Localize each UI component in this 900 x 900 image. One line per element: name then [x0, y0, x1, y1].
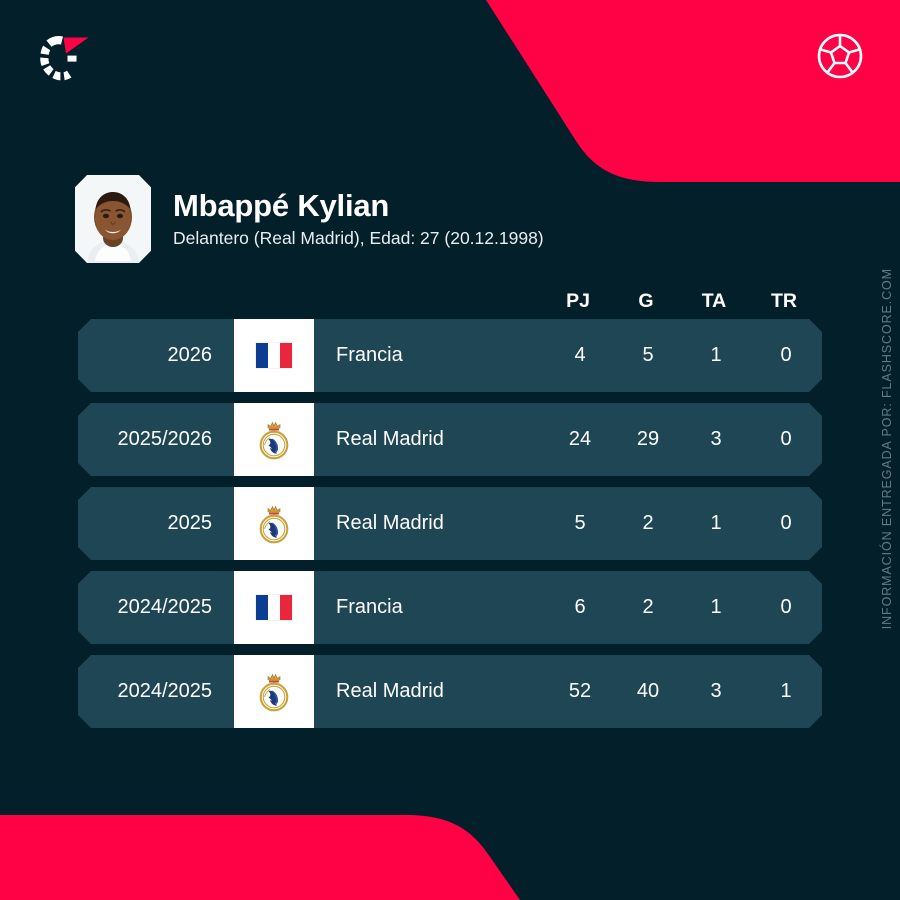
- cell-badge: [234, 403, 314, 476]
- column-header-g: G: [638, 289, 654, 312]
- page-title: Mbappé Kylian: [173, 187, 390, 223]
- cell-g: 5: [642, 344, 654, 366]
- cell-ta: 3: [710, 680, 722, 702]
- cell-g: 2: [642, 596, 654, 618]
- flag-france-icon: [256, 595, 292, 620]
- cell-pj: 6: [574, 596, 586, 618]
- crest-real-madrid-icon: [255, 417, 293, 463]
- player-text-block: Mbappé Kylian Delantero (Real Madrid), E…: [173, 187, 544, 249]
- cell-season: 2024/2025: [117, 596, 212, 618]
- cell-team: Francia: [336, 596, 403, 618]
- cell-g: 40: [636, 680, 660, 702]
- flag-france-icon: [256, 343, 292, 368]
- cell-team: Real Madrid: [336, 512, 444, 534]
- cell-tr: 0: [780, 344, 792, 366]
- cell-tr: 0: [780, 512, 792, 534]
- column-header-ta: TA: [701, 289, 727, 312]
- cell-ta: 3: [710, 428, 722, 450]
- cell-g: 2: [642, 512, 654, 534]
- cell-tr: 0: [780, 428, 792, 450]
- cell-team: Francia: [336, 344, 403, 366]
- stats-table: PJ G TA TR 2026 Francia 4 5 1 0 2025/202…: [78, 283, 822, 739]
- cell-badge: [234, 571, 314, 644]
- flashscore-logo-icon[interactable]: [30, 28, 92, 90]
- avatar: [75, 175, 151, 263]
- cell-pj: 52: [568, 680, 592, 702]
- cell-season: 2025/2026: [117, 428, 212, 450]
- table-header-row: PJ G TA TR: [78, 283, 822, 319]
- cell-badge: [234, 319, 314, 392]
- cell-badge: [234, 487, 314, 560]
- cell-badge: [234, 655, 314, 728]
- cell-season: 2025: [167, 512, 212, 534]
- cell-ta: 1: [710, 344, 722, 366]
- column-header-pj: PJ: [566, 289, 590, 312]
- table-row[interactable]: 2026 Francia 4 5 1 0: [78, 319, 822, 392]
- cell-pj: 5: [574, 512, 586, 534]
- soccer-ball-icon[interactable]: [812, 28, 868, 84]
- table-row[interactable]: 2025 Real Madrid 5 2 1 0: [78, 487, 822, 560]
- table-row[interactable]: 2025/2026 Real Madrid 24 29 3 0: [78, 403, 822, 476]
- cell-tr: 0: [780, 596, 792, 618]
- column-header-tr: TR: [771, 289, 797, 312]
- cell-season: 2024/2025: [117, 680, 212, 702]
- crest-real-madrid-icon: [255, 501, 293, 547]
- crest-real-madrid-icon: [255, 669, 293, 715]
- cell-team: Real Madrid: [336, 680, 444, 702]
- cell-pj: 4: [574, 344, 586, 366]
- player-avatar-photo: [75, 175, 151, 263]
- attribution-text: INFORMACIÓN ENTREGADA POR: FLASHSCORE.CO…: [880, 268, 894, 630]
- cell-tr: 1: [780, 680, 792, 702]
- cell-season: 2026: [167, 344, 212, 366]
- table-row[interactable]: 2024/2025 Francia 6 2 1 0: [78, 571, 822, 644]
- player-header: Mbappé Kylian Delantero (Real Madrid), E…: [75, 175, 544, 263]
- table-row[interactable]: 2024/2025 Real Madrid 52 40 3 1: [78, 655, 822, 728]
- red-shape-bottom-left: [0, 815, 520, 900]
- cell-ta: 1: [710, 596, 722, 618]
- player-meta: Delantero (Real Madrid), Edad: 27 (20.12…: [173, 228, 544, 249]
- cell-pj: 24: [568, 428, 592, 450]
- cell-ta: 1: [710, 512, 722, 534]
- cell-g: 29: [636, 428, 660, 450]
- attribution-credit: INFORMACIÓN ENTREGADA POR: FLASHSCORE.CO…: [876, 268, 898, 668]
- avatar-frame-shape: [75, 175, 151, 263]
- cell-team: Real Madrid: [336, 428, 444, 450]
